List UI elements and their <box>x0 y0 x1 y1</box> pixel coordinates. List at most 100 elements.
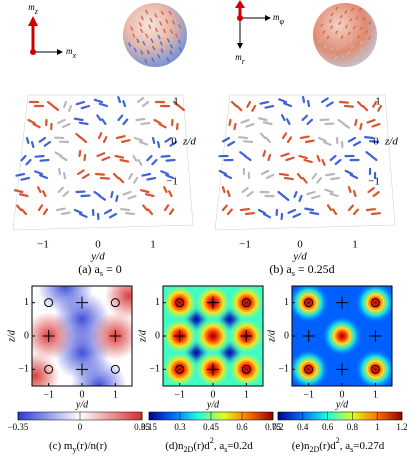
field-arrow <box>98 102 109 108</box>
axis-label: mφ <box>273 12 285 26</box>
field-arrow <box>293 190 298 198</box>
site-marker <box>336 363 348 376</box>
site-marker <box>336 296 348 309</box>
heat-blob <box>37 286 94 314</box>
field-arrow <box>125 212 136 216</box>
field-arrow <box>41 190 47 198</box>
z-axis-label: z/d <box>384 136 398 148</box>
field-arrow <box>132 154 138 162</box>
field-arrow <box>286 136 293 144</box>
x-tick-label: 1 <box>244 389 249 400</box>
field-arrow <box>68 104 73 112</box>
field-arrow <box>20 176 31 181</box>
field-arrow <box>285 156 295 162</box>
field-arrow <box>377 104 383 112</box>
field-arrow <box>281 132 288 140</box>
z-tick-label: 0 <box>373 136 379 148</box>
field-arrow <box>94 172 106 176</box>
field-arrow <box>27 118 36 125</box>
field-arrow <box>228 118 232 127</box>
field-arrow <box>321 158 326 166</box>
field-arrow <box>169 140 178 147</box>
field-arrow <box>81 173 90 180</box>
site-marker <box>44 298 54 308</box>
sphere-arrow <box>159 41 163 46</box>
field-arrow <box>117 176 125 184</box>
text-part: m <box>235 52 242 62</box>
text-part: m <box>64 440 73 452</box>
sphere-arrow <box>178 46 182 52</box>
site-marker <box>110 298 120 308</box>
field-arrow <box>226 190 231 198</box>
field-arrow <box>117 114 124 122</box>
field-arrow <box>163 186 168 194</box>
caption: (a) as = 0 <box>78 262 122 279</box>
field-arrow <box>352 208 359 216</box>
axis-icon-right <box>235 0 271 49</box>
field-arrow <box>238 136 249 140</box>
field-arrow <box>122 190 132 196</box>
field-arrow <box>15 172 26 177</box>
sphere-arrow <box>157 54 161 59</box>
field-arrow <box>262 212 272 219</box>
sphere-arrow <box>361 17 366 21</box>
sphere-arrow <box>130 26 134 32</box>
sphere-arrow <box>323 44 327 49</box>
field-arrow <box>307 99 311 108</box>
field-arrow <box>283 176 294 181</box>
text-part: (r)d <box>193 440 210 452</box>
field-arrow <box>326 204 333 212</box>
field-arrow <box>25 158 32 166</box>
field-arrow <box>364 136 375 140</box>
field-arrow <box>344 169 354 176</box>
field-arrow <box>343 104 355 108</box>
x-tick-label: −1 <box>43 389 54 400</box>
field-arrow <box>160 154 171 158</box>
field-arrow <box>299 135 310 140</box>
colorbar-tick-label: 0.8 <box>347 422 359 432</box>
field-arrow <box>301 114 309 122</box>
field-arrow <box>98 194 107 201</box>
sphere-arrow <box>359 26 363 30</box>
sphere-arrow <box>165 19 169 24</box>
sphere-arrow <box>349 18 353 22</box>
field-arrow <box>278 98 288 104</box>
text-part: =0.2d <box>227 440 253 452</box>
field-arrow <box>32 122 41 129</box>
field-arrow <box>324 188 334 194</box>
y-tick-label: 1 <box>284 297 289 308</box>
heat-blob <box>70 358 127 386</box>
field-arrow <box>110 190 114 199</box>
x-tick-label: 0 <box>340 389 345 400</box>
field-arrow <box>120 139 131 144</box>
field-arrow <box>370 155 378 162</box>
field-arrow <box>304 139 315 144</box>
sphere-arrow <box>341 54 345 59</box>
text-part: (r) <box>96 440 107 452</box>
field-arrow <box>115 135 126 140</box>
field-arrow <box>301 176 308 184</box>
field-arrow <box>239 207 250 212</box>
z-tick-label: 1 <box>375 96 381 108</box>
sphere-arrow <box>132 33 136 39</box>
colorbar-tick-label: 0.75 <box>265 422 281 432</box>
sphere-arrow <box>359 40 364 45</box>
field-arrow <box>311 194 321 200</box>
field-arrow <box>99 176 111 180</box>
field-arrow <box>366 118 376 124</box>
field-arrow <box>18 193 29 198</box>
field-arrow <box>241 187 249 194</box>
field-arrow <box>165 174 175 180</box>
field-arrow <box>133 176 139 184</box>
field-arrow <box>58 167 62 176</box>
sphere-arrow <box>154 27 159 33</box>
field-arrow <box>140 121 151 126</box>
field-arrow <box>306 118 314 126</box>
sphere-arrow <box>342 42 346 47</box>
sphere-arrow <box>136 38 140 44</box>
colorbar-tick-label: 0.15 <box>141 422 157 432</box>
colorbar-tick-label: 0.45 <box>203 422 219 432</box>
field-arrow <box>36 186 42 194</box>
field-arrow <box>141 172 152 177</box>
field-arrow <box>298 194 303 202</box>
